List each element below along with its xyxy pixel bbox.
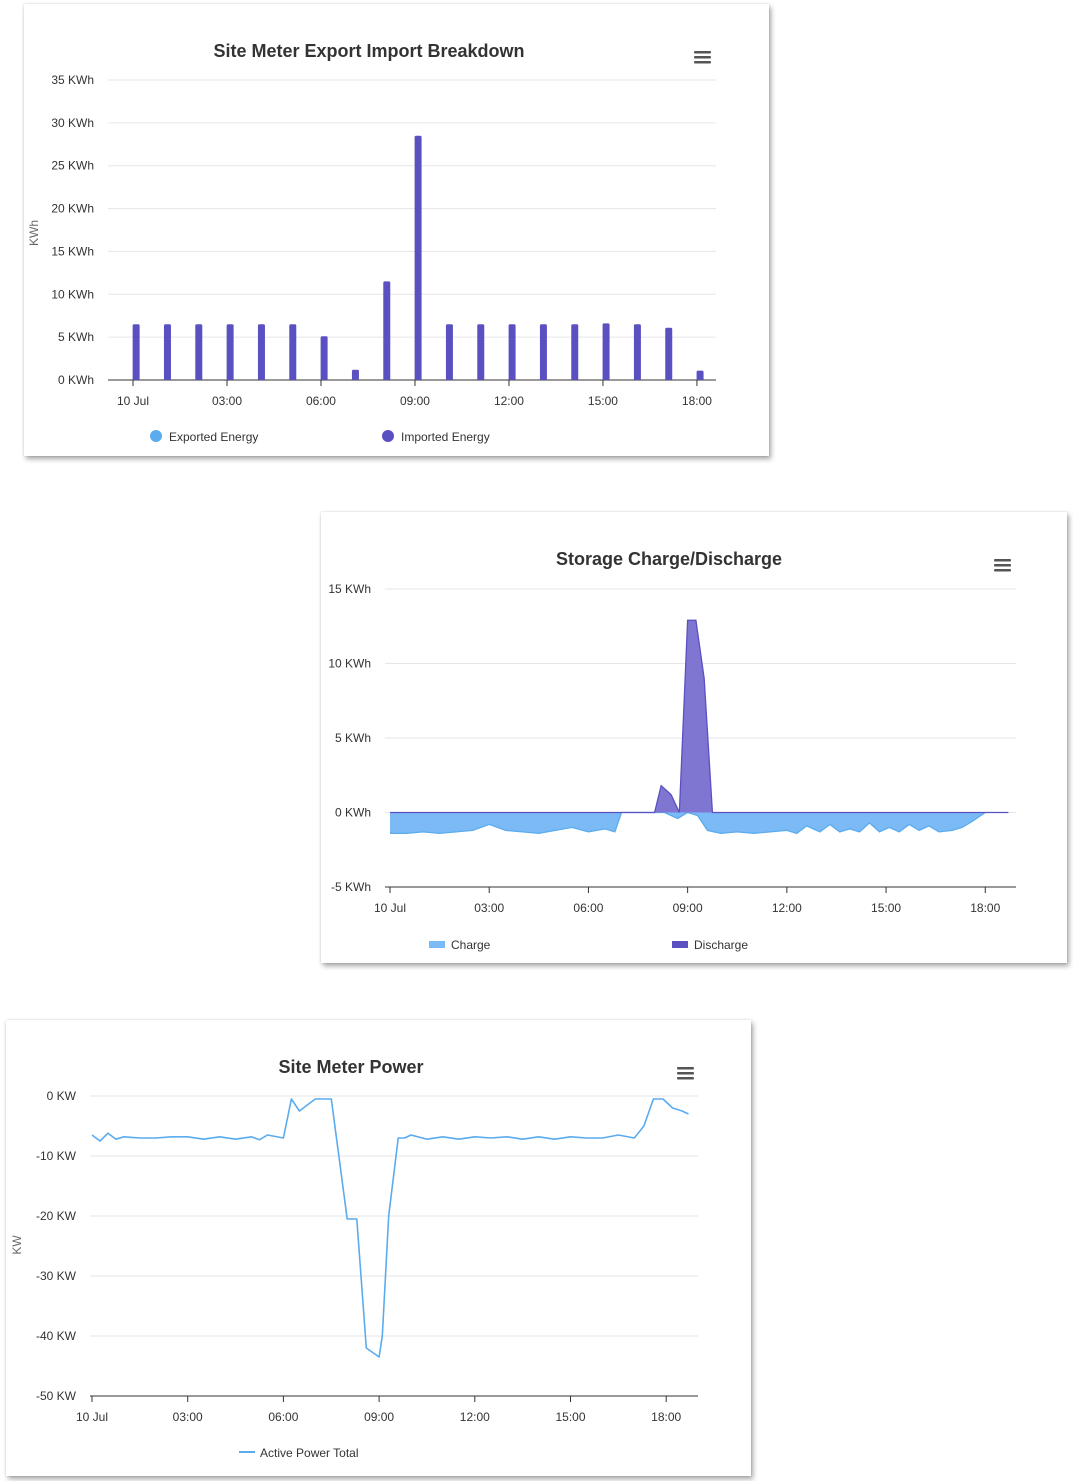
legend-item-active-power-total[interactable]: Active Power Total bbox=[239, 1446, 359, 1460]
y-tick-label: 20 KWh bbox=[51, 202, 94, 216]
y-tick-label: 15 KWh bbox=[328, 582, 371, 596]
bar-imported-energy[interactable] bbox=[383, 281, 391, 380]
x-tick-label: 15:00 bbox=[871, 901, 901, 915]
x-tick-label: 12:00 bbox=[494, 394, 524, 408]
legend-label-discharge: Discharge bbox=[694, 938, 748, 952]
bar-imported-energy[interactable] bbox=[257, 324, 265, 380]
chart-title: Site Meter Power bbox=[278, 1057, 423, 1077]
export-import-chart-card: Site Meter Export Import Breakdown KWh 0… bbox=[24, 4, 769, 456]
y-tick-label: -30 KW bbox=[36, 1269, 77, 1283]
y-tick-label: -20 KW bbox=[36, 1209, 77, 1223]
y-tick-label: 10 KWh bbox=[328, 657, 371, 671]
y-axis-title: KW bbox=[10, 1235, 24, 1255]
x-tick-label: 06:00 bbox=[306, 394, 336, 408]
export-import-chart: Site Meter Export Import Breakdown KWh 0… bbox=[27, 41, 716, 444]
legend: Charge Discharge bbox=[429, 938, 748, 952]
legend-item-charge[interactable]: Charge bbox=[429, 938, 491, 952]
x-tick-label: 12:00 bbox=[772, 901, 802, 915]
y-tick-label: -40 KW bbox=[36, 1329, 77, 1343]
bar-imported-energy[interactable] bbox=[665, 327, 673, 380]
bar-imported-energy[interactable] bbox=[696, 370, 704, 380]
y-tick-label: 0 KWh bbox=[335, 806, 371, 820]
storage-chart-card: Storage Charge/Discharge -5 KWh 0 KWh 5 KW… bbox=[321, 512, 1067, 963]
line-active-power-total[interactable] bbox=[91, 1098, 689, 1358]
legend-item-imported-energy[interactable]: Imported Energy bbox=[382, 430, 490, 444]
x-tick-label: 10 Jul bbox=[374, 901, 406, 915]
bar-imported-energy[interactable] bbox=[320, 336, 328, 380]
legend-item-discharge[interactable]: Discharge bbox=[672, 938, 748, 952]
chart-title: Site Meter Export Import Breakdown bbox=[213, 41, 524, 61]
legend: Active Power Total bbox=[239, 1446, 359, 1460]
bar-imported-energy[interactable] bbox=[539, 324, 547, 380]
bar-imported-energy[interactable] bbox=[602, 323, 610, 380]
x-tick-label: 03:00 bbox=[474, 901, 504, 915]
legend-item-exported-energy[interactable]: Exported Energy bbox=[150, 430, 258, 444]
y-tick-label: 5 KWh bbox=[58, 330, 94, 344]
site-power-chart-card: Site Meter Power KW -50 KW -40 KW -30 KW -2… bbox=[6, 1020, 751, 1476]
x-tick-label: 18:00 bbox=[682, 394, 712, 408]
x-tick-label: 09:00 bbox=[364, 1410, 394, 1424]
x-tick-label: 06:00 bbox=[573, 901, 603, 915]
bar-imported-energy[interactable] bbox=[195, 324, 203, 380]
y-tick-label: -10 KW bbox=[36, 1149, 77, 1163]
legend: Exported Energy Imported Energy bbox=[150, 430, 490, 444]
x-tick-label: 10 Jul bbox=[76, 1410, 108, 1424]
legend-marker-imported bbox=[382, 430, 394, 442]
bar-imported-energy[interactable] bbox=[508, 324, 516, 380]
x-tick-label: 18:00 bbox=[651, 1410, 681, 1424]
y-tick-label: 0 KW bbox=[47, 1089, 77, 1103]
bar-imported-energy[interactable] bbox=[445, 324, 453, 380]
y-tick-label: -5 KWh bbox=[331, 880, 371, 894]
x-tick-label: 12:00 bbox=[460, 1410, 490, 1424]
x-tick-label: 15:00 bbox=[588, 394, 618, 408]
bar-imported-energy[interactable] bbox=[633, 324, 641, 380]
legend-marker-charge bbox=[429, 941, 445, 948]
bar-imported-energy[interactable] bbox=[163, 324, 171, 380]
y-tick-label: 30 KWh bbox=[51, 116, 94, 130]
y-tick-label: 10 KWh bbox=[51, 287, 94, 301]
legend-marker-exported bbox=[150, 430, 162, 442]
x-tick-label: 03:00 bbox=[212, 394, 242, 408]
area-discharge[interactable] bbox=[390, 620, 1009, 813]
chart-title: Storage Charge/Discharge bbox=[556, 549, 782, 569]
x-tick-label: 10 Jul bbox=[117, 394, 149, 408]
legend-label-exported: Exported Energy bbox=[169, 430, 258, 444]
x-tick-label: 18:00 bbox=[970, 901, 1000, 915]
bar-imported-energy[interactable] bbox=[132, 324, 140, 380]
bar-imported-energy[interactable] bbox=[571, 324, 579, 380]
y-tick-label: 15 KWh bbox=[51, 244, 94, 258]
menu-icon[interactable] bbox=[694, 51, 711, 64]
y-tick-label: -50 KW bbox=[36, 1389, 77, 1403]
x-tick-label: 15:00 bbox=[555, 1410, 585, 1424]
bar-imported-energy[interactable] bbox=[289, 324, 297, 380]
bar-imported-energy[interactable] bbox=[351, 369, 359, 380]
menu-icon[interactable] bbox=[994, 559, 1011, 572]
legend-label-active-power: Active Power Total bbox=[260, 1446, 359, 1460]
legend-label-charge: Charge bbox=[451, 938, 491, 952]
legend-label-imported: Imported Energy bbox=[401, 430, 490, 444]
storage-chart: Storage Charge/Discharge -5 KWh 0 KWh 5 KW… bbox=[328, 549, 1016, 952]
bar-imported-energy[interactable] bbox=[477, 324, 485, 380]
bar-imported-energy[interactable] bbox=[226, 324, 234, 380]
bar-imported-energy[interactable] bbox=[414, 135, 422, 380]
y-tick-label: 0 KWh bbox=[58, 373, 94, 387]
y-tick-label: 5 KWh bbox=[335, 731, 371, 745]
y-axis-title: KWh bbox=[27, 220, 41, 246]
x-tick-label: 09:00 bbox=[673, 901, 703, 915]
line-charge bbox=[390, 811, 986, 835]
line-discharge bbox=[390, 619, 1009, 814]
area-charge[interactable] bbox=[390, 812, 986, 834]
site-power-chart: Site Meter Power KW -50 KW -40 KW -30 KW -2… bbox=[10, 1057, 698, 1460]
x-tick-label: 06:00 bbox=[268, 1410, 298, 1424]
menu-icon[interactable] bbox=[677, 1067, 694, 1080]
x-tick-label: 03:00 bbox=[173, 1410, 203, 1424]
y-tick-label: 35 KWh bbox=[51, 73, 94, 87]
y-tick-label: 25 KWh bbox=[51, 159, 94, 173]
legend-marker-discharge bbox=[672, 941, 688, 948]
x-tick-label: 09:00 bbox=[400, 394, 430, 408]
